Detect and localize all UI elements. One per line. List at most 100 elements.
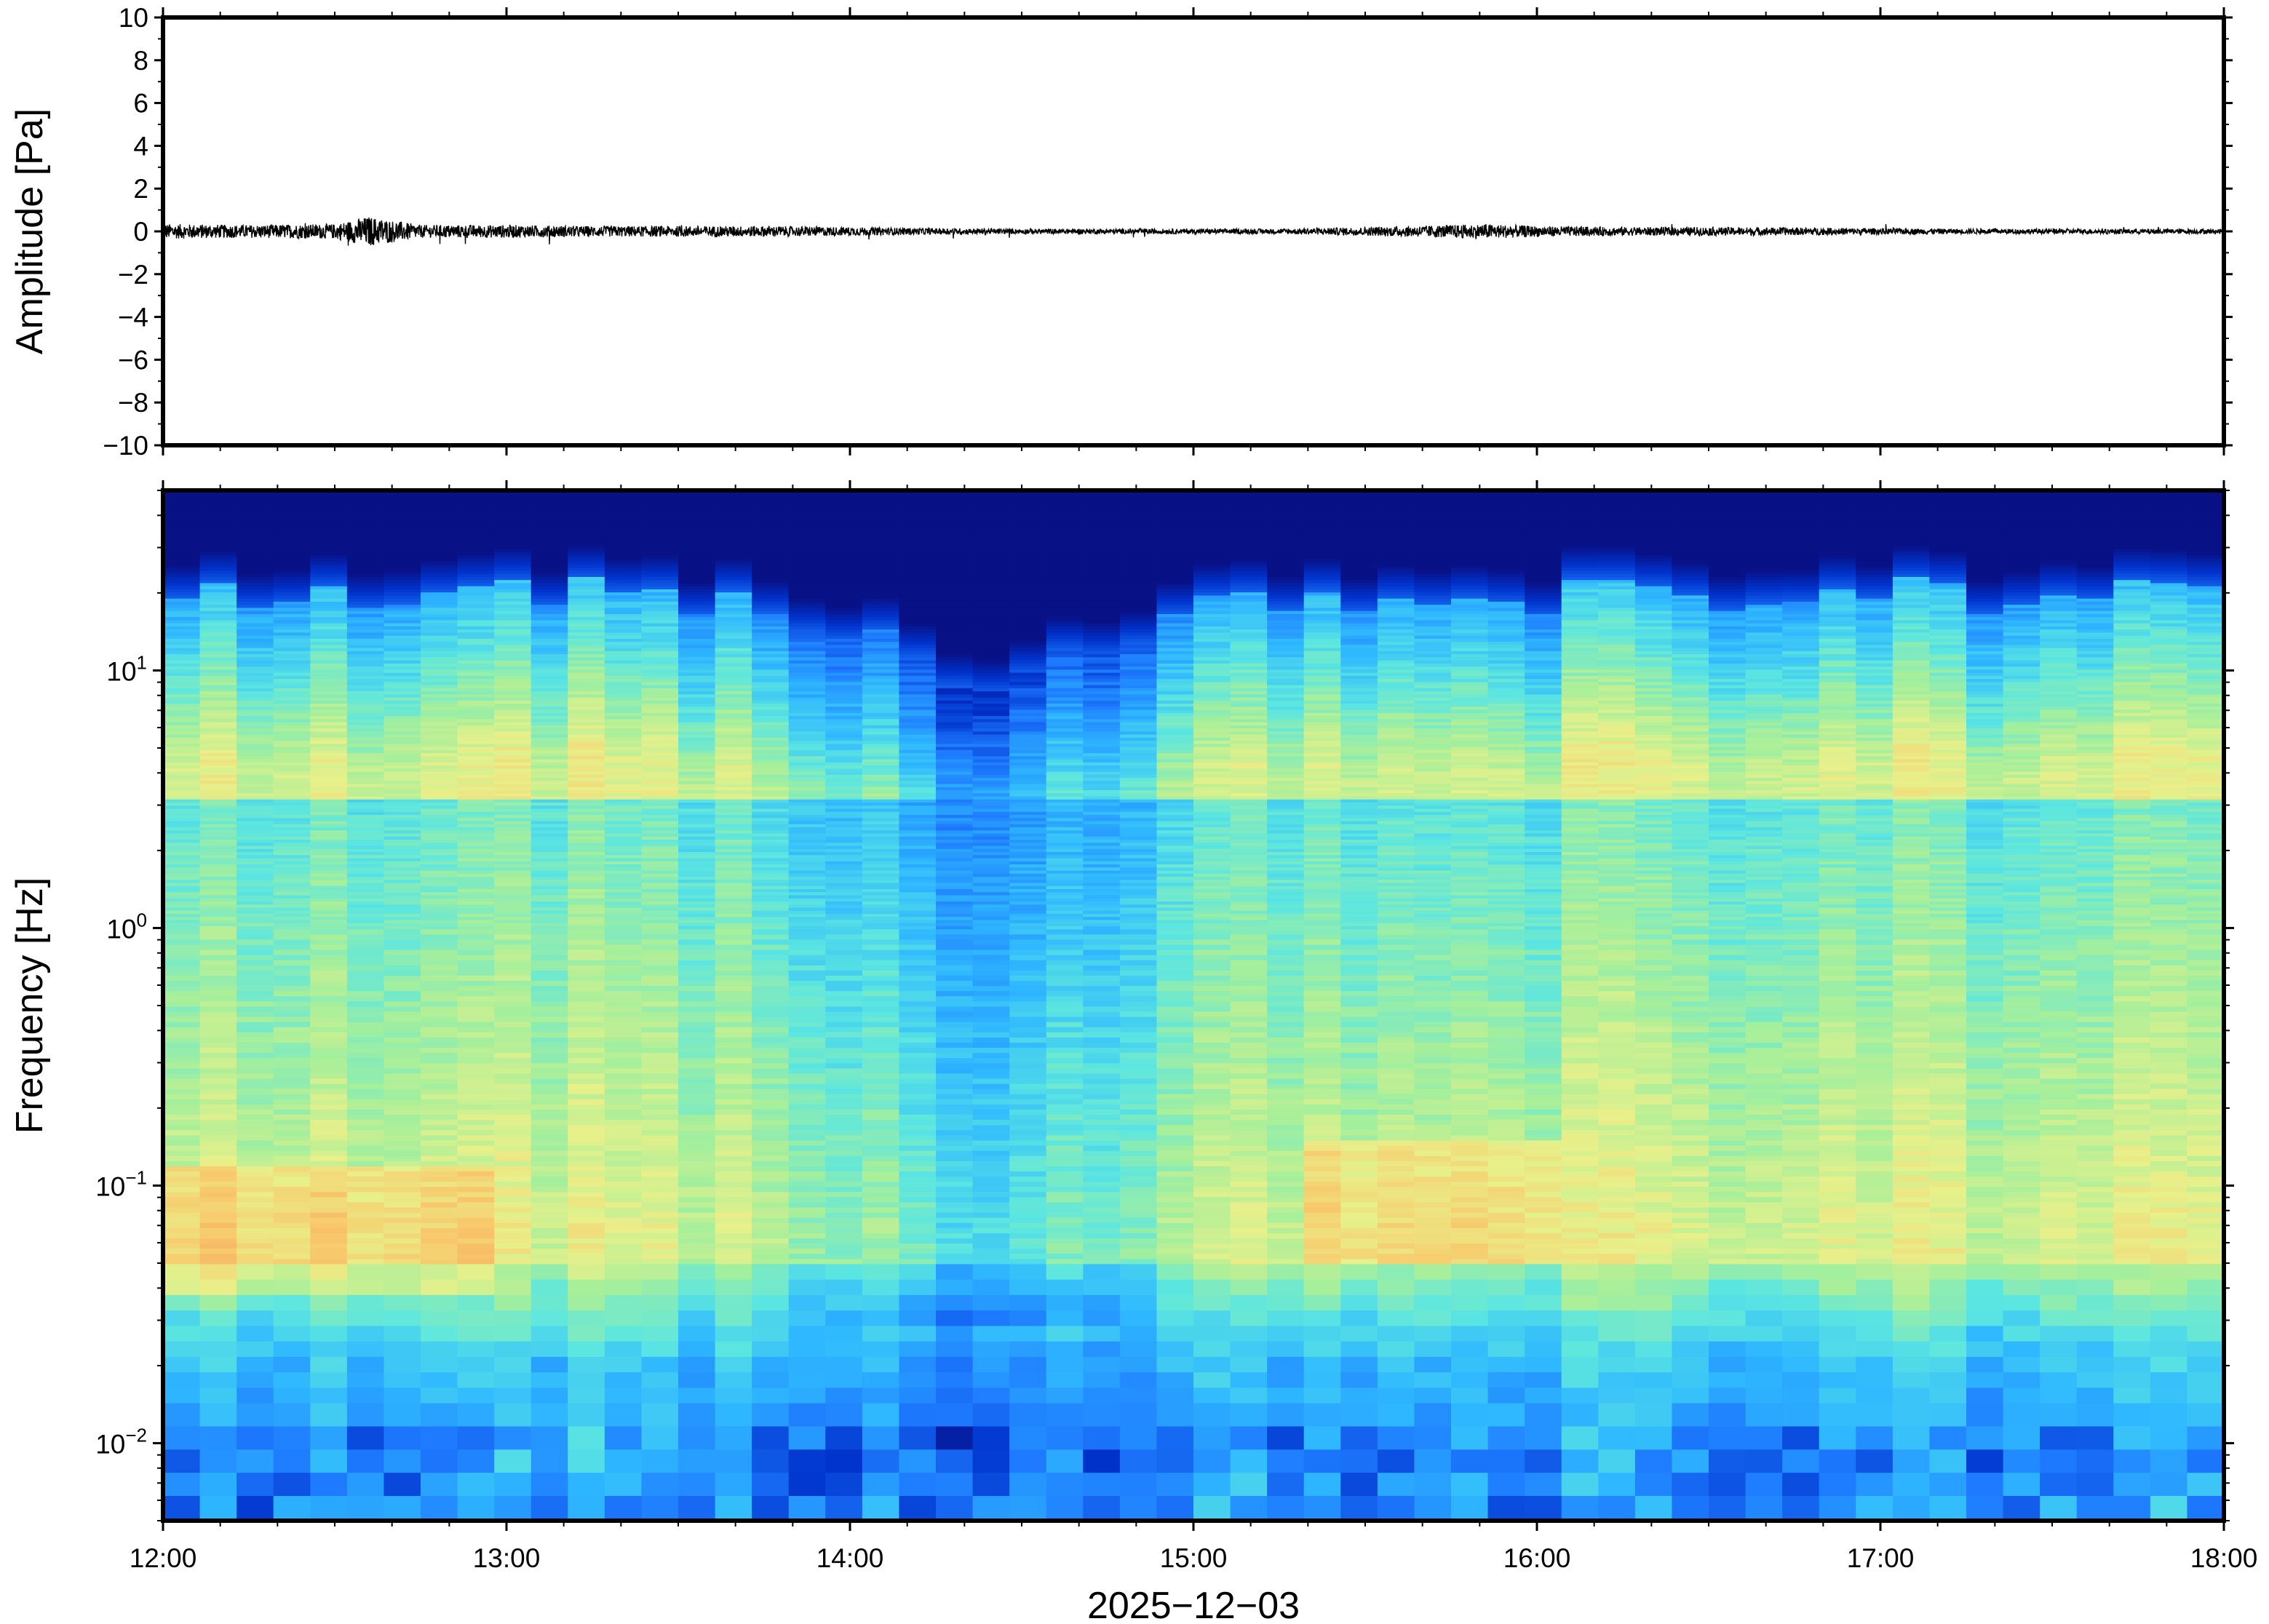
- spectrogram-cell: [604, 986, 643, 992]
- spectrogram-cell: [862, 883, 900, 887]
- spectrogram-cell: [715, 1259, 752, 1265]
- spectrogram-cell: [531, 960, 568, 966]
- spectrogram-cell: [788, 1212, 826, 1219]
- spectrogram-cell: [678, 827, 716, 831]
- spectrogram-cell: [310, 700, 348, 704]
- spectrogram-cell: [715, 833, 752, 837]
- spectrogram-cell: [384, 1110, 421, 1115]
- spectrogram-cell: [421, 803, 458, 806]
- spectrogram-cell: [163, 892, 201, 896]
- spectrogram-cell: [752, 880, 790, 884]
- spectrogram-cell: [715, 818, 752, 822]
- spectrogram-cell: [788, 950, 826, 956]
- spectrogram-cell: [273, 1243, 311, 1249]
- spectrogram-cell: [421, 1202, 458, 1209]
- spectrogram-cell: [936, 712, 974, 717]
- spectrogram-cell: [825, 1088, 863, 1095]
- spectrogram-cell: [384, 1212, 421, 1219]
- spectrogram-cell: [715, 950, 752, 956]
- spectrogram-cell: [936, 774, 974, 779]
- spectrogram-cell: [678, 694, 716, 698]
- spectrogram-cell: [531, 583, 568, 587]
- spectrogram-cell: [273, 799, 311, 803]
- spectrogram-cell: [163, 626, 201, 630]
- spectrogram-cell: [641, 888, 679, 893]
- spectrogram-cell: [273, 759, 311, 763]
- spectrogram-cell: [568, 592, 605, 597]
- spectrogram-cell: [715, 580, 752, 584]
- spectrogram-cell: [604, 827, 643, 831]
- spectrogram-cell: [752, 815, 790, 819]
- spectrogram-cell: [273, 654, 311, 658]
- spectrogram-cell: [678, 778, 716, 781]
- spectrogram-cell: [788, 1222, 826, 1229]
- spectrogram-cell: [604, 570, 643, 575]
- spectrogram-cell: [825, 496, 863, 501]
- spectrogram-cell: [531, 803, 568, 806]
- spectrogram-cell: [752, 986, 790, 992]
- spectrogram-cell: [568, 1145, 605, 1152]
- spectrogram-cell: [494, 716, 532, 720]
- spectrogram-cell: [715, 1326, 752, 1342]
- spectrogram-cell: [531, 728, 568, 732]
- spectrogram-cell: [825, 568, 863, 572]
- spectrogram-cell: [199, 885, 237, 890]
- spectrogram-cell: [457, 1130, 495, 1137]
- spectrogram-cell: [457, 824, 495, 828]
- spectrogram-cell: [752, 885, 790, 890]
- spectrogram-cell: [494, 1212, 532, 1219]
- spectrogram-cell: [346, 885, 385, 890]
- spectrogram-cell: [457, 818, 495, 822]
- spectrogram-cell: [237, 1249, 274, 1254]
- spectrogram-cell: [568, 527, 605, 531]
- spectrogram-cell: [568, 870, 605, 875]
- spectrogram-cell: [310, 1053, 348, 1059]
- spectrogram-cell: [899, 939, 937, 946]
- spectrogram-cell: [310, 1073, 348, 1080]
- spectrogram-cell: [899, 975, 937, 982]
- spectrogram-cell: [641, 759, 679, 763]
- spectrogram-cell: [310, 561, 348, 565]
- spectrogram-cell: [825, 561, 863, 565]
- spectrogram-cell: [199, 502, 237, 506]
- spectrogram-cell: [384, 1088, 421, 1095]
- spectrogram-cell: [862, 759, 900, 763]
- spectrogram-cell: [899, 576, 937, 581]
- spectrogram-cell: [384, 803, 421, 806]
- spectrogram-cell: [936, 1053, 974, 1059]
- spectrogram-cell: [788, 608, 826, 612]
- spectrogram-cell: [936, 669, 974, 674]
- spectrogram-cell: [310, 524, 348, 528]
- spectrogram-cell: [531, 706, 568, 711]
- spectrogram-cell: [346, 496, 385, 501]
- spectrogram-cell: [310, 1110, 348, 1115]
- spectrogram-cell: [346, 1063, 385, 1069]
- spectrogram-cell: [421, 1110, 458, 1115]
- spectrogram-cell: [936, 645, 974, 649]
- spectrogram-cell: [384, 719, 421, 723]
- spectrogram-cell: [568, 1120, 605, 1126]
- spectrogram-cell: [421, 648, 458, 652]
- spectrogram-cell: [494, 848, 532, 853]
- spectrogram-cell: [421, 706, 458, 711]
- spectrogram-cell: [825, 880, 863, 884]
- spectrogram-cell: [199, 920, 237, 924]
- spectrogram-cell: [163, 1243, 201, 1249]
- spectrogram-cell: [862, 1310, 900, 1326]
- spectrogram-cell: [457, 712, 495, 717]
- spectrogram-cell: [421, 737, 458, 741]
- spectrogram-cell: [899, 1130, 937, 1137]
- spectrogram-cell: [237, 1254, 274, 1259]
- spectrogram-cell: [199, 499, 237, 503]
- spectrogram-cell: [678, 1254, 716, 1259]
- spectrogram-cell: [715, 1063, 752, 1069]
- spectrogram-cell: [825, 1264, 863, 1281]
- spectrogram-cell: [237, 1130, 274, 1137]
- spectrogram-cell: [163, 536, 201, 541]
- spectrogram-cell: [457, 833, 495, 837]
- spectrogram-cell: [936, 682, 974, 686]
- spectrogram-cell: [604, 929, 643, 935]
- spectrogram-cell: [862, 613, 900, 618]
- spectrogram-cell: [936, 848, 974, 853]
- spectrogram-cell: [715, 1125, 752, 1131]
